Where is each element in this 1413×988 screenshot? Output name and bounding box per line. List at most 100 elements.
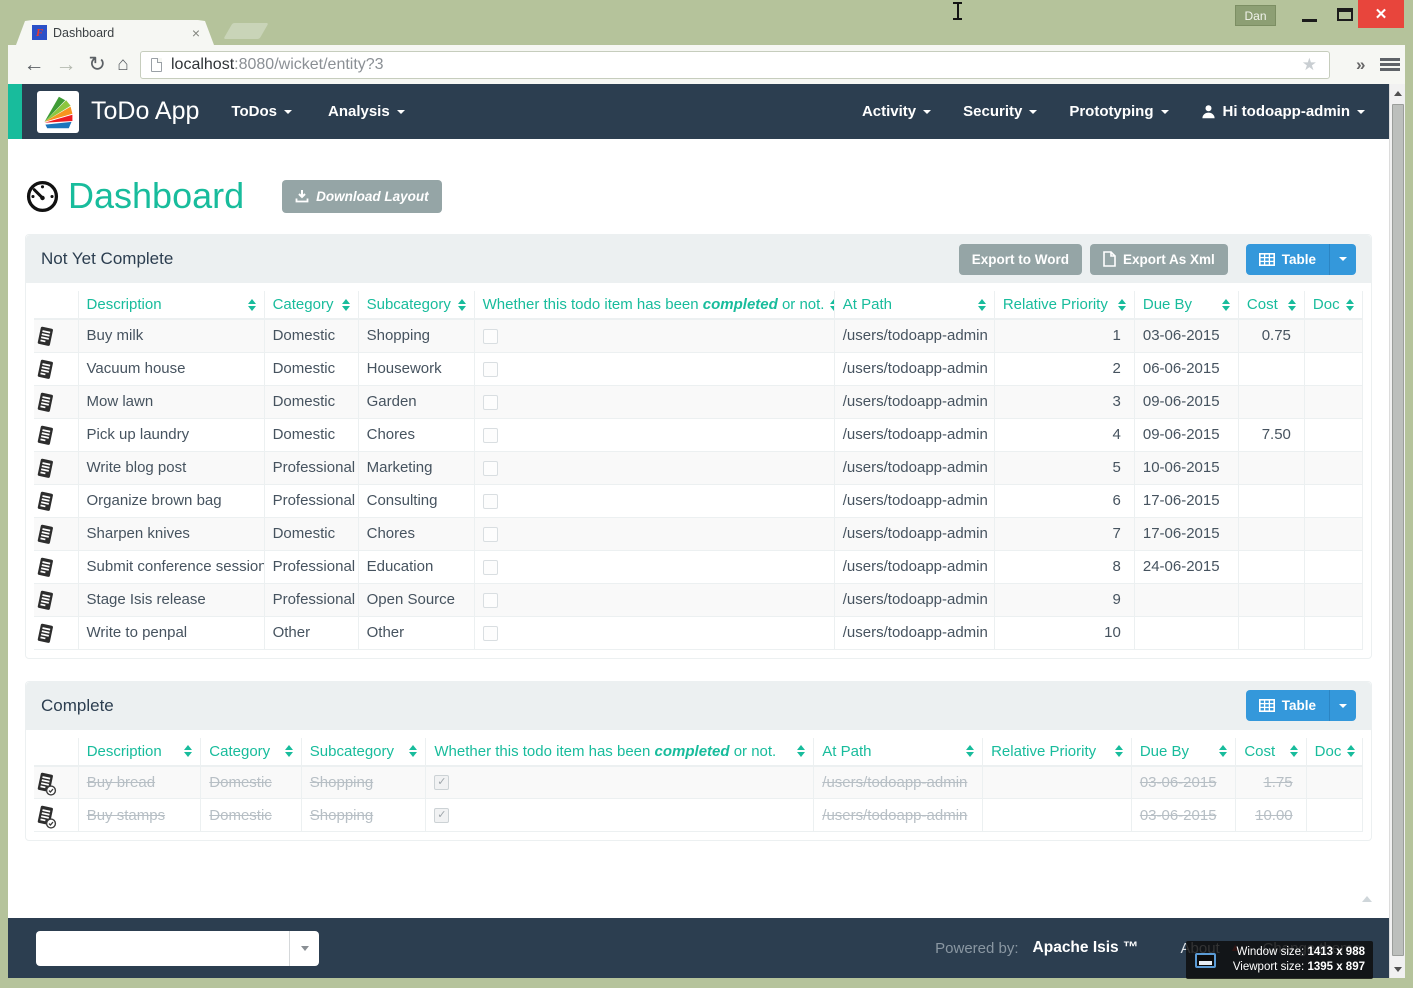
vertical-scrollbar[interactable] [1389,84,1405,978]
todo-row[interactable]: Write to penpal Other Other/users/todoapp-… [34,616,1364,650]
cell-at_path: /users/todoapp-admin [833,418,995,452]
todo-item-icon[interactable] [34,583,79,617]
col-header-due_by[interactable]: Due By [1130,737,1236,767]
menu-prototyping[interactable]: Prototyping [1069,103,1169,120]
col-header-subcategory[interactable]: Subcategory [357,291,475,320]
close-button[interactable]: ✕ [1358,0,1404,28]
table-view-button[interactable]: Table [1245,243,1329,275]
todo-row[interactable]: Organize brown bag Professional Consulting… [34,484,1364,518]
completed-checkbox[interactable] [482,460,498,476]
todo-item-icon[interactable] [34,550,79,584]
todo-row[interactable]: Mow lawn Domestic Garden/users/todoapp-adm… [34,385,1364,419]
extensions-overflow-icon[interactable]: » [1356,54,1366,74]
minimize-button[interactable] [1302,19,1317,22]
menu-user[interactable]: Hi todoapp-admin [1201,103,1365,120]
col-header-cost[interactable]: Cost [1235,737,1307,767]
scroll-up-icon[interactable] [1390,85,1405,101]
col-header-completed[interactable]: Whether this todo item has been complete… [425,737,814,767]
col-header-subcategory[interactable]: Subcategory [300,737,426,767]
todo-item-icon[interactable] [34,352,79,386]
app-brand[interactable]: ToDo App [91,97,200,125]
tab-close-icon[interactable]: × [191,24,200,41]
table-view-dropdown-button[interactable] [1329,243,1356,275]
col-header-due_by[interactable]: Due By [1133,291,1239,320]
todo-item-icon[interactable] [34,418,79,452]
col-header-priority[interactable]: Relative Priority [993,291,1135,320]
todo-row[interactable]: Buy bread Domestic Shopping ✓ /users/todoapp… [34,765,1364,799]
col-header-description[interactable]: Description [77,737,201,767]
completed-checkbox[interactable]: ✓ [434,808,450,824]
col-header-completed[interactable]: Whether this todo item has been complete… [473,291,835,320]
completed-checkbox[interactable] [482,625,498,641]
todo-row[interactable]: Sharpen knives Domestic Chores/users/todoa… [34,517,1364,551]
todo-done-icon[interactable] [34,798,79,832]
apache-isis-link[interactable]: Apache Isis ™ [1032,939,1139,956]
sort-icon [247,298,256,311]
col-header-description[interactable]: Description [77,291,265,320]
completed-checkbox[interactable] [482,361,498,377]
completed-checkbox[interactable] [482,592,498,608]
maximize-button[interactable] [1337,8,1353,21]
completed-checkbox[interactable] [482,526,498,542]
menu-analysis[interactable]: Analysis [328,103,405,120]
cell-category: Other [263,616,359,650]
todo-item-icon[interactable] [34,484,79,518]
completed-checkbox[interactable] [482,328,498,344]
col-header-priority[interactable]: Relative Priority [982,737,1132,767]
home-icon[interactable]: ⌂ [117,53,129,75]
todo-item-icon[interactable] [34,616,79,650]
todo-item-icon[interactable] [34,385,79,419]
completed-checkbox[interactable]: ✓ [434,775,450,791]
cell-cost [1237,385,1305,419]
todo-row[interactable]: Pick up laundry Domestic Chores/users/todo… [34,418,1364,452]
col-header-at_path[interactable]: At Path [833,291,995,320]
col-header-category[interactable]: Category [200,737,302,767]
select-caret-icon[interactable] [289,930,319,966]
bookmark-star-icon[interactable]: ★ [1301,55,1317,74]
refresh-icon[interactable]: ↻ [88,53,106,76]
menu-activity[interactable]: Activity [862,103,932,120]
new-tab-button[interactable] [223,23,269,39]
menu-security[interactable]: Security [963,103,1038,120]
cell-doc [1303,319,1364,353]
cell-subcategory: Consulting [357,484,475,518]
back-icon[interactable]: ← [23,52,45,76]
col-header-doc[interactable]: Doc [1303,291,1364,320]
profile-button[interactable]: Dan [1235,5,1276,26]
isis-logo-icon[interactable] [37,90,79,133]
todo-item-icon[interactable] [34,319,79,353]
download-layout-button[interactable]: Download Layout [282,179,442,213]
todo-row[interactable]: Write blog post Professional Marketing/use… [34,451,1364,485]
todo-item-icon[interactable] [34,451,79,485]
theme-select[interactable] [36,930,319,966]
todo-row[interactable]: Vacuum house Domestic Housework/users/todo… [34,352,1364,386]
forward-icon[interactable]: → [55,52,77,76]
table-view-dropdown-button[interactable] [1329,690,1356,721]
todo-row[interactable]: Buy milk Domestic Shopping/users/todoapp-a… [34,319,1364,353]
browser-menu-icon[interactable] [1380,58,1400,71]
todo-row[interactable]: Buy stamps Domestic Shopping ✓ /users/todoap… [34,798,1364,832]
col-header-cost[interactable]: Cost [1237,291,1305,320]
export-to-word-button[interactable]: Export to Word [958,243,1082,275]
col-header-doc[interactable]: Doc [1305,737,1364,767]
url-bar[interactable]: localhost:8080/wicket/entity?3 ★ [140,51,1330,79]
completed-checkbox[interactable] [482,394,498,410]
chevron-down-icon [1160,109,1169,114]
todo-row[interactable]: Submit conference session Professional Edu… [34,550,1364,584]
completed-checkbox[interactable] [482,559,498,575]
scrollbar-thumb[interactable] [1391,104,1404,956]
export-as-xml-button[interactable]: Export As Xml [1089,243,1228,275]
chevron-up-icon[interactable] [1362,896,1372,902]
url-text[interactable]: localhost:8080/wicket/entity?3 [171,56,384,73]
menu-todos[interactable]: ToDos [231,103,292,120]
scroll-down-icon[interactable] [1390,961,1405,977]
col-header-at_path[interactable]: At Path [813,737,983,767]
browser-tab[interactable]: F Dashboard × [16,20,214,45]
table-view-button[interactable]: Table [1245,690,1329,721]
todo-item-icon[interactable] [34,517,79,551]
completed-checkbox[interactable] [482,427,498,443]
todo-row[interactable]: Stage Isis release Professional Open Sourc… [34,583,1364,617]
todo-done-icon[interactable] [34,765,79,799]
col-header-category[interactable]: Category [263,291,359,320]
completed-checkbox[interactable] [482,493,498,509]
